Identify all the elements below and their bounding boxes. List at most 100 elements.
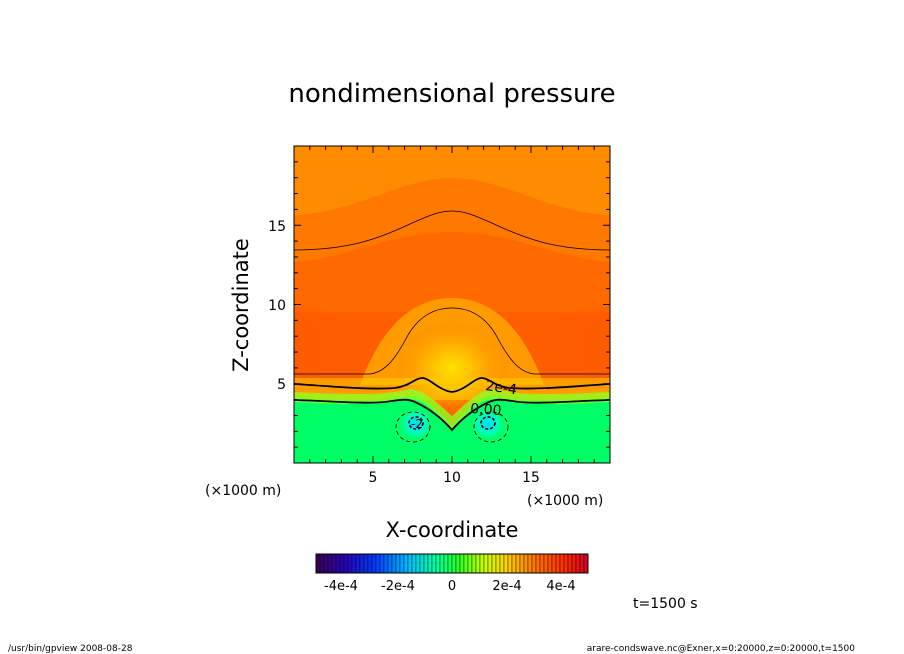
colorbar-frame xyxy=(315,553,589,574)
colorbar-swatch xyxy=(403,553,409,574)
contour-label-neg: -2 xyxy=(411,417,423,431)
colorbar-swatch xyxy=(447,553,453,574)
y-unit-label: (×1000 m) xyxy=(205,483,281,499)
colorbar-swatch xyxy=(331,553,337,574)
footer-left: /usr/bin/gpview 2008-08-28 xyxy=(8,644,133,654)
colorbar-swatch xyxy=(423,553,429,574)
colorbar-swatch xyxy=(507,553,513,574)
colorbar-swatch xyxy=(547,553,553,574)
colorbar-swatch xyxy=(463,553,469,574)
colorbar-swatch xyxy=(575,553,581,574)
colorbar-swatch xyxy=(515,553,521,574)
x-tick-label: 15 xyxy=(522,470,540,486)
field-left-max xyxy=(294,305,364,395)
axis-ticks xyxy=(294,146,610,463)
colorbar-tick-label: 4e-4 xyxy=(546,579,575,594)
field-right-max xyxy=(540,305,610,395)
colorbar-swatch xyxy=(367,553,373,574)
colorbar-swatch xyxy=(455,553,461,574)
y-tick-label: 10 xyxy=(268,298,286,314)
contour-neg-right-inner xyxy=(480,416,496,430)
contour-neg-right xyxy=(473,411,509,443)
x-tick-label: 10 xyxy=(443,470,461,486)
colorbar-swatch xyxy=(355,553,361,574)
colorbar-swatch xyxy=(391,553,397,574)
y-tick-label: 15 xyxy=(268,219,286,235)
colorbar-swatch xyxy=(339,553,345,574)
field-yellowgreen xyxy=(294,389,610,430)
colorbar-swatch xyxy=(543,553,549,574)
colorbar-swatch xyxy=(535,553,541,574)
colorbar-swatch xyxy=(579,553,585,574)
contour-line-zero xyxy=(294,398,610,432)
colorbar-swatch xyxy=(531,553,537,574)
colorbar-swatch xyxy=(583,553,589,574)
colorbar-swatch xyxy=(451,553,457,574)
colorbar-swatch xyxy=(323,553,329,574)
colorbar-swatch xyxy=(499,553,505,574)
colorbar-swatch xyxy=(487,553,493,574)
colorbar-swatch xyxy=(523,553,529,574)
colorbar-swatch xyxy=(539,553,545,574)
colorbar-swatch xyxy=(359,553,365,574)
colorbar-swatch xyxy=(459,553,465,574)
contour-neg-left-inner xyxy=(408,416,424,430)
colorbar-swatch xyxy=(479,553,485,574)
colorbar-swatch xyxy=(419,553,425,574)
colorbar-swatch xyxy=(551,553,557,574)
colorbar-swatch xyxy=(495,553,501,574)
colorbar-swatch xyxy=(379,553,385,574)
colorbar-swatch xyxy=(383,553,389,574)
colorbar-swatch xyxy=(395,553,401,574)
colorbar-swatch xyxy=(491,553,497,574)
contour-label-2e-4: 2e-4 xyxy=(484,378,517,398)
field-blue-right xyxy=(471,408,505,440)
x-axis-label: X-coordinate xyxy=(386,518,519,542)
colorbar-swatch xyxy=(351,553,357,574)
colorbar-swatch xyxy=(567,553,573,574)
contour-line-2e-4 xyxy=(294,377,610,393)
plot-area: 2e-4 0.00 -2 xyxy=(294,146,610,463)
colorbar-swatch xyxy=(471,553,477,574)
contour-neg-left xyxy=(395,411,431,443)
colorbar-swatch xyxy=(315,553,321,574)
y-tick-label: 5 xyxy=(277,377,286,393)
colorbar-swatch xyxy=(335,553,341,574)
colorbar-swatch xyxy=(435,553,441,574)
contour-line-mid xyxy=(294,307,610,375)
colorbar-swatch xyxy=(483,553,489,574)
colorbar-swatch xyxy=(411,553,417,574)
x-unit-label: (×1000 m) xyxy=(527,493,603,509)
colorbar-swatch xyxy=(319,553,325,574)
colorbar-swatch xyxy=(467,553,473,574)
y-axis-label: Z-coordinate xyxy=(229,238,253,372)
colorbar-swatch xyxy=(415,553,421,574)
colorbar-swatch xyxy=(343,553,349,574)
colorbar xyxy=(315,553,589,574)
colorbar-swatch xyxy=(555,553,561,574)
colorbar-swatch xyxy=(363,553,369,574)
colorbar-swatch xyxy=(427,553,433,574)
colorbar-swatch xyxy=(375,553,381,574)
colorbar-swatch xyxy=(407,553,413,574)
colorbar-tick-label: -4e-4 xyxy=(324,579,358,594)
time-label: t=1500 s xyxy=(633,596,698,612)
colorbar-swatch xyxy=(443,553,449,574)
x-tick-label: 5 xyxy=(369,470,378,486)
colorbar-swatch xyxy=(527,553,533,574)
colorbar-swatch xyxy=(399,553,405,574)
colorbar-swatch xyxy=(563,553,569,574)
colorbar-swatch xyxy=(475,553,481,574)
contour-line-upper xyxy=(294,210,610,251)
colorbar-swatch xyxy=(371,553,377,574)
contour-label-zero: 0.00 xyxy=(470,401,502,419)
chart-title: nondimensional pressure xyxy=(288,79,615,109)
colorbar-swatch xyxy=(327,553,333,574)
colorbar-swatch xyxy=(511,553,517,574)
colorbar-swatch xyxy=(431,553,437,574)
colorbar-tick-label: -2e-4 xyxy=(381,579,415,594)
colorbar-swatch xyxy=(439,553,445,574)
colorbar-swatch xyxy=(519,553,525,574)
colorbar-swatch xyxy=(347,553,353,574)
colorbar-swatch xyxy=(571,553,577,574)
